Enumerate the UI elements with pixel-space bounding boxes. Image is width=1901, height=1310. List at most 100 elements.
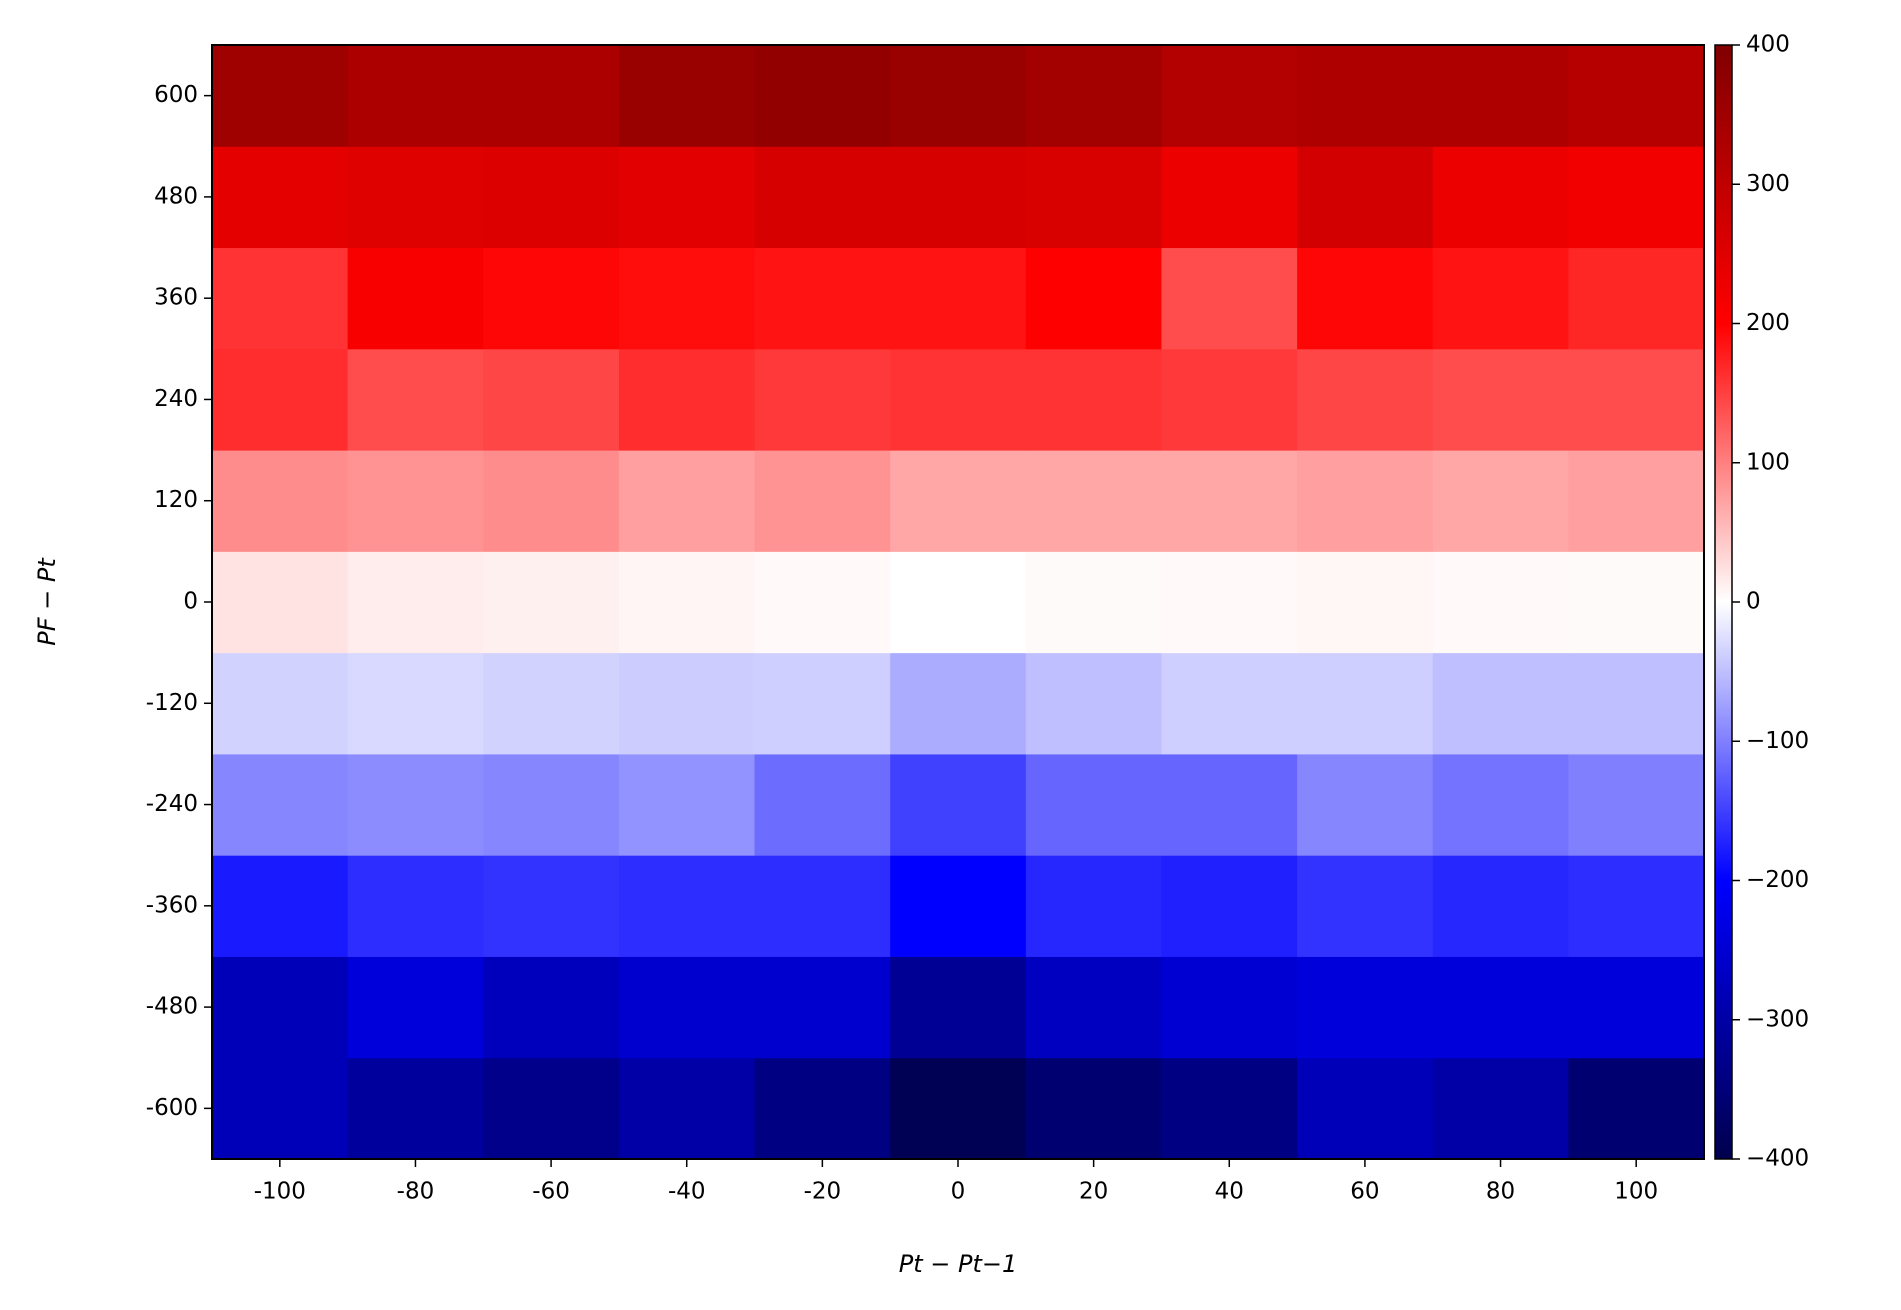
heatmap-cell: [618, 956, 756, 1059]
heatmap-cell: [212, 450, 349, 552]
heatmap-cell: [1297, 247, 1434, 350]
heatmap-cell: [618, 348, 756, 451]
heatmap-cell: [1568, 1057, 1705, 1160]
x-tick-label: -20: [804, 1179, 842, 1205]
colorbar-tick-label: 400: [1746, 32, 1790, 58]
heatmap-cell: [1025, 348, 1162, 451]
heatmap-cell: [1025, 753, 1162, 856]
y-tick-label: -240: [146, 791, 198, 817]
heatmap-cell: [890, 45, 1027, 147]
heatmap-cell: [212, 753, 349, 856]
heatmap-cell: [1297, 652, 1434, 755]
heatmap-cell: [754, 247, 891, 350]
heatmap-cell: [754, 753, 891, 856]
heatmap-cell: [347, 247, 484, 350]
heatmap-cell: [890, 956, 1027, 1059]
heatmap-cell: [754, 855, 891, 957]
x-tick-label: 20: [1079, 1179, 1108, 1205]
x-tick-label: 60: [1350, 1179, 1379, 1205]
heatmap-cell: [1161, 652, 1298, 755]
heatmap-cell: [483, 247, 620, 350]
heatmap-cell: [1568, 855, 1705, 957]
heatmap-cell: [483, 956, 620, 1059]
x-tick-label: -100: [254, 1179, 306, 1205]
heatmap-cell: [1161, 45, 1298, 147]
heatmap-cell: [1025, 956, 1162, 1059]
y-tick-label: -360: [146, 892, 198, 918]
heatmap-cell: [618, 1057, 756, 1160]
heatmap-cell: [483, 855, 620, 957]
heatmap-cell: [1568, 146, 1705, 249]
heatmap-cell: [1568, 450, 1705, 552]
heatmap-cell: [1432, 753, 1569, 856]
heatmap-cell: [483, 146, 620, 249]
heatmap-cell: [890, 551, 1027, 654]
heatmap-cell: [1568, 652, 1705, 755]
colorbar-tick-label: 100: [1746, 449, 1790, 475]
heatmap-cell: [483, 450, 620, 552]
heatmap-cell: [1025, 146, 1162, 249]
heatmap-cell: [212, 551, 349, 654]
y-tick-label: 0: [183, 589, 198, 615]
heatmap-cell: [1568, 348, 1705, 451]
heatmap-cell: [1161, 855, 1298, 957]
heatmap-cell: [1432, 1057, 1569, 1160]
y-tick-label: -480: [146, 994, 198, 1020]
heatmap-cell: [1432, 348, 1569, 451]
x-tick-label: 80: [1486, 1179, 1515, 1205]
heatmap-cell: [1568, 551, 1705, 654]
heatmap-cell: [1161, 450, 1298, 552]
heatmap-cell: [1025, 450, 1162, 552]
heatmap-cell: [1297, 450, 1434, 552]
heatmap-cell: [347, 45, 484, 147]
heatmap-cell: [618, 247, 756, 350]
heatmap-cell: [212, 247, 349, 350]
heatmap-cell: [1025, 45, 1162, 147]
x-tick-label: -40: [668, 1179, 706, 1205]
heatmap-cell: [1161, 146, 1298, 249]
heatmap-cell: [890, 855, 1027, 957]
y-tick-label: -120: [146, 690, 198, 716]
y-tick-label: 480: [154, 183, 198, 209]
heatmap-cell: [1161, 551, 1298, 654]
colorbar-tick-label: 0: [1746, 589, 1761, 615]
colorbar-tick-label: −100: [1746, 728, 1809, 754]
heatmap-cell: [1297, 753, 1434, 856]
heatmap-cell: [1297, 348, 1434, 451]
heatmap-cell: [1568, 753, 1705, 856]
colorbar: [1714, 44, 1733, 1160]
heatmap-cell: [212, 956, 349, 1059]
heatmap-cell: [347, 348, 484, 451]
heatmap-cell: [618, 652, 756, 755]
heatmap-cell: [890, 652, 1027, 755]
heatmap-cell: [1297, 1057, 1434, 1160]
heatmap-cell: [754, 146, 891, 249]
heatmap-cell: [347, 450, 484, 552]
heatmap-cell: [618, 45, 756, 147]
heatmap-cell: [1432, 855, 1569, 957]
heatmap-cell: [618, 146, 756, 249]
heatmap-cell: [1297, 855, 1434, 957]
heatmap-cell: [483, 753, 620, 856]
x-tick-label: 100: [1614, 1179, 1658, 1205]
x-axis-label: Pt − Pt−1: [899, 1250, 1018, 1278]
heatmap-cell: [1432, 247, 1569, 350]
heatmap-cell: [1568, 956, 1705, 1059]
x-tick-label: -60: [532, 1179, 570, 1205]
heatmap-cell: [754, 1057, 891, 1160]
heatmap-cell: [1432, 45, 1569, 147]
heatmap-cell: [347, 956, 484, 1059]
heatmap-cell: [1297, 146, 1434, 249]
heatmap-cell: [347, 855, 484, 957]
y-tick-label: 600: [154, 82, 198, 108]
heatmap-cell: [890, 1057, 1027, 1160]
heatmap-cell: [1161, 1057, 1298, 1160]
heatmap-cell: [890, 753, 1027, 856]
heatmap-cell: [1432, 652, 1569, 755]
heatmap-cell: [483, 348, 620, 451]
y-tick-label: 120: [154, 487, 198, 513]
y-axis-label: PF − Pt: [33, 557, 61, 646]
heatmap-cell: [890, 348, 1027, 451]
heatmap-cell: [754, 956, 891, 1059]
